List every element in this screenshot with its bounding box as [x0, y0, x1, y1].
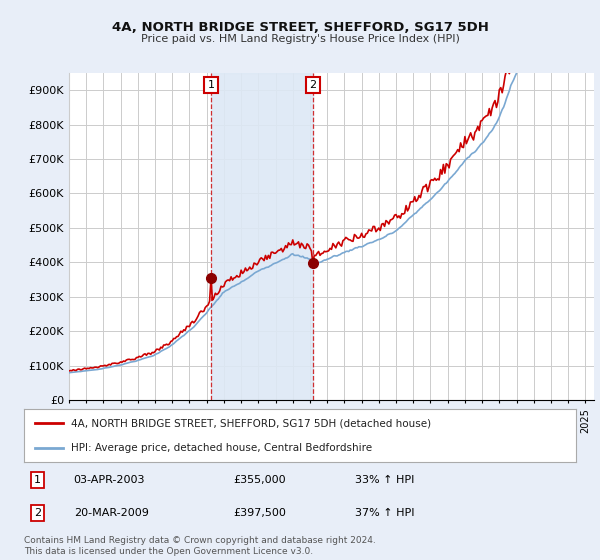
- Text: 2: 2: [34, 508, 41, 517]
- Text: 1: 1: [208, 80, 215, 90]
- Text: £355,000: £355,000: [234, 475, 286, 484]
- Text: HPI: Average price, detached house, Central Bedfordshire: HPI: Average price, detached house, Cent…: [71, 442, 372, 452]
- Text: Price paid vs. HM Land Registry's House Price Index (HPI): Price paid vs. HM Land Registry's House …: [140, 34, 460, 44]
- Text: 4A, NORTH BRIDGE STREET, SHEFFORD, SG17 5DH (detached house): 4A, NORTH BRIDGE STREET, SHEFFORD, SG17 …: [71, 418, 431, 428]
- Text: 1: 1: [34, 475, 41, 484]
- Text: 20-MAR-2009: 20-MAR-2009: [74, 508, 149, 517]
- Text: 2: 2: [309, 80, 316, 90]
- Text: 03-APR-2003: 03-APR-2003: [74, 475, 145, 484]
- Text: 37% ↑ HPI: 37% ↑ HPI: [355, 508, 415, 517]
- Text: Contains HM Land Registry data © Crown copyright and database right 2024.
This d: Contains HM Land Registry data © Crown c…: [24, 536, 376, 556]
- Text: 33% ↑ HPI: 33% ↑ HPI: [355, 475, 415, 484]
- Text: £397,500: £397,500: [234, 508, 287, 517]
- Text: 4A, NORTH BRIDGE STREET, SHEFFORD, SG17 5DH: 4A, NORTH BRIDGE STREET, SHEFFORD, SG17 …: [112, 21, 488, 34]
